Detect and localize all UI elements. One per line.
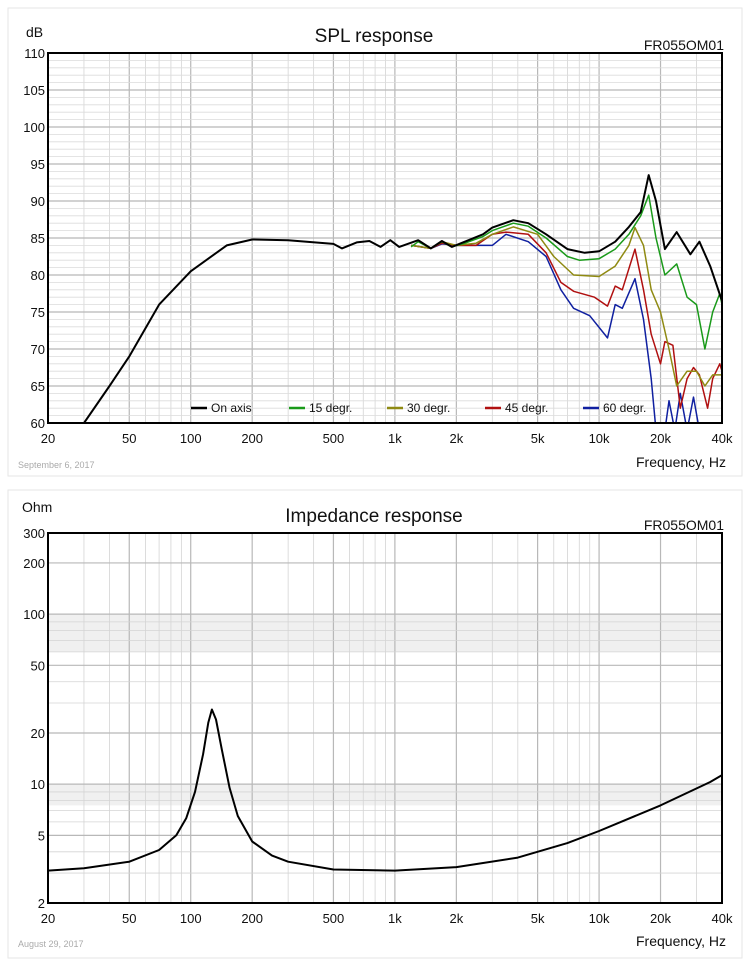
x-tick-label: 2k [449,431,463,446]
y-tick-label: 10 [31,777,45,792]
x-tick-label: 5k [531,431,545,446]
y-tick-label: 100 [23,607,45,622]
legend-item: 30 degr. [387,401,450,415]
x-tick-label: 2k [449,911,463,926]
series-line-60-degr [410,233,699,423]
legend-label: 60 degr. [603,401,646,415]
x-tick-label: 1k [388,911,402,926]
x-tick-label: 20k [650,911,671,926]
x-tick-label: 10k [589,911,610,926]
x-tick-label: 200 [241,431,263,446]
y-tick-label: 95 [31,157,45,172]
y-tick-label: 75 [31,305,45,320]
y-tick-label: 50 [31,658,45,673]
y-tick-label: 300 [23,526,45,541]
impedance-date: August 29, 2017 [18,939,84,949]
y-tick-label: 100 [23,120,45,135]
x-tick-label: 20 [41,431,55,446]
impedance-plot: 20 50 100 200 500 1k 2k 5k 10k 20k 40k 2 5 10 20 50 100 2… [23,526,733,926]
series-line-30-degr [410,226,722,387]
y-tick-label: 110 [24,46,45,61]
y-tick-label: 65 [31,379,45,394]
plot-frame [47,52,723,424]
legend-label: 45 degr. [505,401,548,415]
impedance-xlabel: Frequency, Hz [636,933,726,949]
x-tick-label: 50 [122,911,136,926]
spl-title: SPL response [315,26,434,47]
x-tick-label: 100 [180,911,202,926]
x-tick-label: 40k [712,431,733,446]
y-tick-label: 90 [31,194,45,209]
x-tick-label: 20 [41,911,55,926]
spl-model: FR055OM01 [644,37,724,53]
spl-xlabel: Frequency, Hz [636,454,726,470]
spl-plot: 20 50 100 200 500 1k 2k 5k 10k 20k 40k 60 65 70 75 80 85… [23,46,733,446]
y-tick-label: 85 [31,231,45,246]
x-tick-label: 20k [650,431,671,446]
x-tick-label: 50 [122,431,136,446]
legend-item: 60 degr. [583,401,646,415]
y-tick-label: 105 [23,83,45,98]
y-tick-label: 70 [31,342,45,357]
x-tick-label: 500 [323,431,345,446]
y-tick-label: 200 [23,556,45,571]
y-tick-label: 5 [38,828,45,843]
shaded-band [48,784,722,806]
impedance-title: Impedance response [285,506,462,527]
legend-label: 30 degr. [407,401,450,415]
plot-area [48,533,722,903]
impedance-model: FR055OM01 [644,517,724,533]
plot-frame [47,532,723,904]
impedance-ylabel: Ohm [22,499,52,515]
x-tick-label: 500 [323,911,345,926]
x-tick-label: 100 [180,431,202,446]
spl-ylabel: dB [26,24,43,40]
y-tick-label: 2 [38,896,45,911]
y-tick-label: 80 [31,268,45,283]
legend-item: On axis [191,401,252,415]
legend-label: On axis [211,401,252,415]
y-tick-label: 60 [31,416,45,431]
spl-date: September 6, 2017 [18,460,95,470]
legend-item: 45 degr. [485,401,548,415]
x-tick-label: 10k [589,431,610,446]
shaded-band [48,614,722,652]
x-tick-label: 5k [531,911,545,926]
x-tick-label: 40k [712,911,733,926]
y-tick-label: 20 [31,726,45,741]
legend-item: 15 degr. [289,401,352,415]
series-line-on-axis [83,174,722,423]
legend-label: 15 degr. [309,401,352,415]
series-line-impedance [48,708,722,872]
x-tick-label: 200 [241,911,263,926]
x-tick-label: 1k [388,431,402,446]
